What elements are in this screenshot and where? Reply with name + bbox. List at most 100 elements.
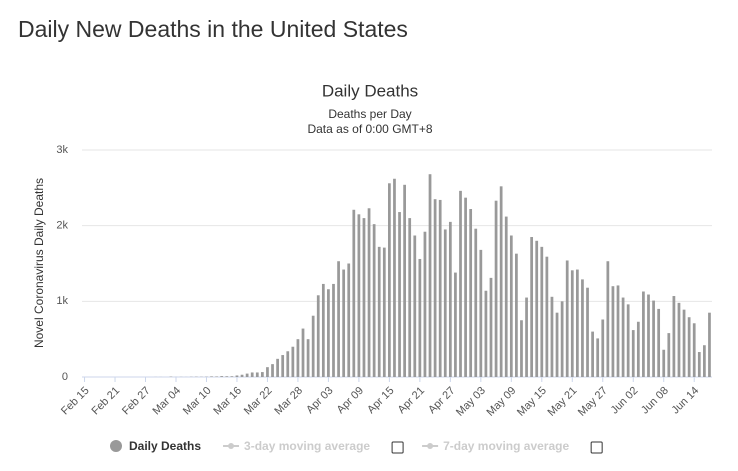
bar	[672, 296, 676, 377]
bar	[296, 339, 300, 377]
legend-label[interactable]: 3-day moving average	[244, 439, 370, 453]
y-tick-label: 0	[62, 371, 68, 383]
bar	[687, 317, 691, 377]
bar	[347, 263, 351, 377]
bar	[210, 376, 213, 377]
bar	[626, 304, 630, 377]
x-tick-label: Feb 21	[89, 385, 122, 418]
x-tick-label: May 27	[576, 385, 610, 419]
x-tick-label: May 09	[484, 385, 518, 419]
bar	[352, 209, 356, 377]
bar	[591, 331, 594, 377]
bar	[301, 328, 305, 377]
bar	[306, 339, 310, 377]
legend-label[interactable]: 7-day moving average	[443, 439, 569, 453]
legend-marker	[228, 443, 235, 449]
bar	[697, 352, 701, 377]
bar	[540, 246, 544, 377]
bar	[642, 291, 645, 377]
bar	[631, 330, 635, 377]
bar	[382, 247, 386, 377]
bar	[225, 376, 229, 377]
chart-subtitle: Deaths per Day	[328, 107, 411, 121]
bar	[555, 312, 559, 377]
x-tick-label: Jun 08	[639, 385, 671, 417]
bar	[606, 261, 610, 377]
page-title: Daily New Deaths in the United States	[18, 16, 408, 42]
x-tick-label: Mar 16	[211, 385, 244, 418]
bar	[611, 286, 615, 377]
x-tick-label: Apr 09	[335, 385, 366, 416]
y-tick-label: 2k	[56, 220, 68, 232]
legend-marker	[427, 443, 434, 449]
bar	[362, 218, 366, 377]
bar	[565, 260, 569, 377]
x-tick-label: May 03	[454, 385, 488, 419]
bar	[357, 214, 361, 377]
bar	[464, 197, 467, 377]
bar	[530, 237, 534, 377]
bar	[657, 308, 661, 377]
bar	[489, 277, 493, 377]
chart-subtitle: Data as of 0:00 GMT+8	[307, 122, 432, 136]
bar	[662, 349, 666, 377]
bar	[250, 372, 254, 377]
bar	[525, 297, 528, 377]
x-tick-label: Mar 22	[242, 385, 275, 418]
bar	[504, 216, 508, 377]
bar	[616, 285, 620, 377]
bar	[454, 272, 457, 377]
bar	[271, 364, 274, 377]
bar	[601, 319, 605, 377]
legend-label[interactable]: Daily Deaths	[129, 439, 201, 453]
bar	[367, 208, 371, 377]
checkbox[interactable]	[391, 441, 404, 454]
bar	[652, 300, 655, 377]
bar	[560, 301, 564, 377]
checkbox[interactable]	[590, 441, 603, 454]
bar	[311, 315, 315, 377]
bar	[484, 290, 488, 377]
bar	[581, 279, 584, 377]
y-tick-label: 3k	[56, 144, 68, 156]
bar	[215, 376, 219, 377]
bar	[230, 376, 234, 377]
x-tick-label: Apr 03	[304, 385, 335, 416]
x-tick-label: Mar 28	[272, 385, 305, 418]
legend-marker	[110, 440, 122, 452]
bar	[372, 224, 376, 377]
x-tick-label: May 21	[545, 385, 579, 419]
bar	[388, 183, 391, 377]
bar	[703, 345, 706, 377]
bar	[321, 283, 325, 377]
x-tick-label: Feb 27	[120, 385, 153, 418]
bar	[575, 269, 579, 377]
bar	[636, 321, 640, 377]
bar	[235, 375, 239, 377]
bar	[428, 174, 432, 377]
bar	[342, 269, 346, 377]
bar	[443, 229, 447, 377]
bar	[408, 218, 412, 377]
bar	[413, 235, 417, 377]
bar	[393, 178, 396, 377]
bar	[418, 258, 422, 377]
y-tick-label: 1k	[56, 295, 68, 307]
bar	[448, 221, 452, 377]
bar	[337, 261, 340, 377]
bar	[474, 228, 478, 377]
bar	[459, 190, 462, 377]
bar	[291, 346, 295, 377]
bar	[398, 212, 401, 377]
bar	[647, 294, 650, 377]
bar	[266, 367, 269, 377]
y-axis-label: Novel Coronavirus Daily Deaths	[32, 178, 46, 348]
x-tick-label: Apr 27	[426, 385, 457, 416]
x-tick-label: Feb 15	[59, 385, 92, 418]
bar	[438, 199, 442, 377]
bar	[515, 253, 518, 377]
bar	[316, 295, 320, 377]
bar	[520, 320, 523, 377]
chart-title: Daily Deaths	[322, 81, 418, 100]
bar	[332, 283, 335, 377]
